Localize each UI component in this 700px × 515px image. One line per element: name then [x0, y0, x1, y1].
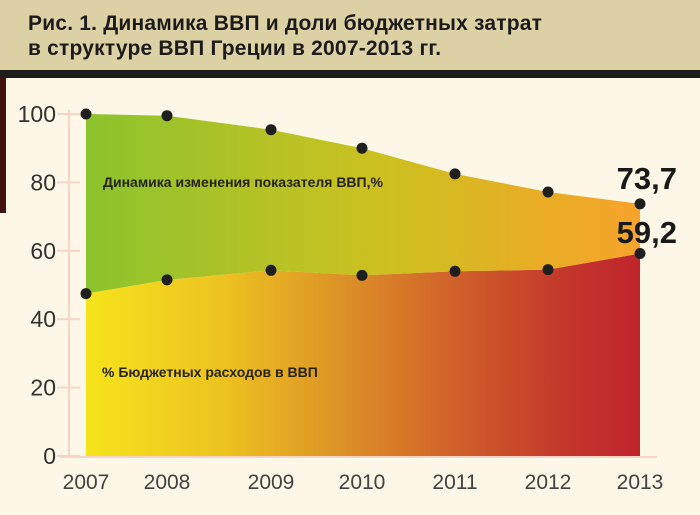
budget-data-point	[265, 264, 277, 276]
y-tick-label: 20	[30, 375, 56, 401]
y-tick-label: 0	[43, 443, 56, 469]
gdp-data-point	[161, 110, 173, 122]
budget-data-point	[634, 248, 646, 259]
area-chart: 0 20 40 60 80 100 2007 2008 2009 2010 2011 2012 2013…	[18, 101, 677, 494]
gdp-data-point	[80, 108, 92, 120]
budget-data-point	[542, 264, 554, 276]
gdp-data-point	[449, 168, 461, 180]
x-tick-label: 2009	[248, 471, 295, 494]
budget-data-point	[356, 269, 368, 281]
figure-title-line1: Рис. 1. Динамика ВВП и доли бюджетных за…	[28, 12, 543, 35]
budget-area	[86, 253, 640, 456]
budget-data-point	[80, 288, 92, 300]
y-tick-label: 40	[30, 306, 56, 332]
gdp-area	[86, 114, 640, 294]
x-tick-label: 2008	[144, 471, 191, 494]
gdp-data-point	[634, 198, 646, 210]
header-divider	[0, 70, 700, 78]
figure-header: Рис. 1. Динамика ВВП и доли бюджетных за…	[0, 0, 700, 70]
series-label-gdp: Динамика изменения показателя ВВП,%	[103, 174, 383, 190]
x-tick-label: 2010	[339, 471, 386, 494]
x-tick-label: 2011	[432, 471, 477, 494]
gdp-data-point	[356, 142, 368, 154]
figure-title-line2: в структуре ВВП Греции в 2007-2013 гг.	[28, 37, 442, 60]
gdp-data-point	[542, 186, 554, 198]
budget-data-point	[161, 274, 173, 286]
budget-data-point	[449, 265, 461, 277]
y-tick-label: 60	[30, 238, 56, 264]
series-label-budget: % Бюджетных расходов в ВВП	[102, 364, 318, 380]
x-tick-label: 2012	[525, 471, 572, 494]
value-label-gdp: 73,7	[617, 161, 677, 196]
y-tick-label: 100	[18, 101, 56, 127]
x-tick-label: 2007	[63, 471, 110, 494]
value-label-budget: 59,2	[617, 215, 677, 250]
x-tick-label: 2013	[617, 471, 664, 494]
y-tick-label: 80	[30, 169, 56, 195]
gdp-data-point	[265, 124, 277, 136]
page-edge-decoration	[0, 0, 6, 213]
